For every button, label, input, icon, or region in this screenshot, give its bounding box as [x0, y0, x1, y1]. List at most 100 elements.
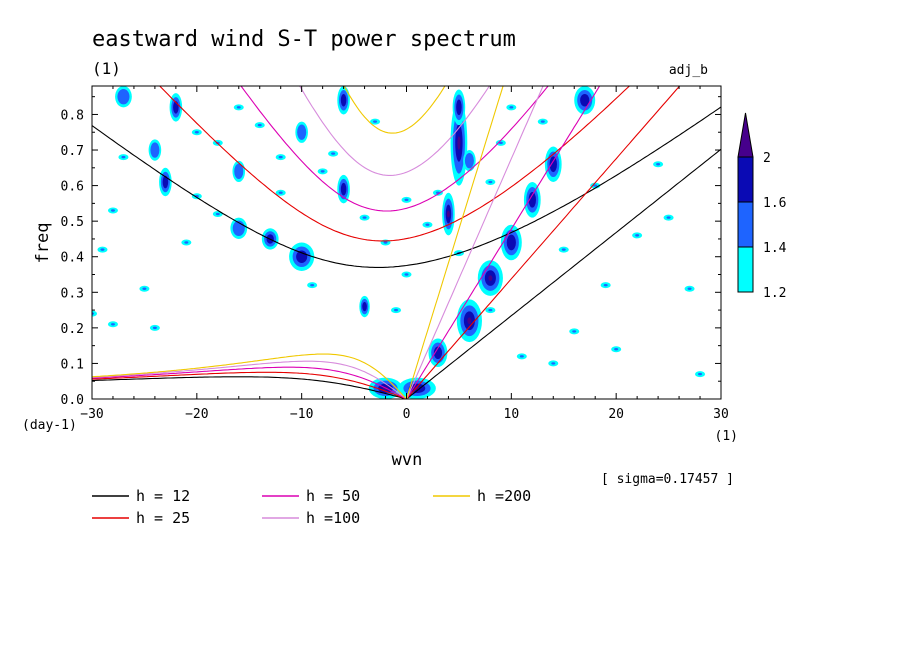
colorbar-label: 1.6	[763, 196, 786, 211]
x-tick-label: 30	[713, 407, 729, 422]
dispersion-curve-set	[92, 86, 601, 399]
contour-speckle-core	[614, 348, 619, 351]
contour-speckle-core	[310, 283, 315, 287]
contour-speckle-core	[215, 212, 220, 216]
contour-speckle-core	[121, 155, 126, 159]
y-axis-label: freq	[33, 223, 53, 264]
contour-blob	[523, 182, 541, 218]
contour-speckle-core	[593, 184, 598, 187]
y-tick-label: 0.3	[61, 286, 84, 301]
contour-speckle-core	[698, 372, 703, 376]
contour-speckle-core	[488, 180, 493, 184]
axis-ticks: −30 −20 −10 0 10 20 30 0.0 0.1 0.2 0.3 0.4 0.5 0.6 0.7…	[61, 86, 729, 422]
kelvin-curve	[405, 86, 544, 399]
contour-blob	[337, 86, 350, 115]
contour-level-3	[456, 99, 462, 116]
contour-speckle-core	[540, 120, 545, 123]
contour-blob	[544, 146, 562, 183]
contour-speckle-core	[394, 308, 399, 312]
contour-speckle-core	[666, 216, 671, 219]
contour-speckle-core	[236, 106, 241, 109]
y-tick-label: 0.6	[61, 180, 84, 195]
contour-blob	[148, 139, 162, 161]
contour-blob	[450, 100, 468, 186]
y-tick-label: 0.8	[61, 108, 84, 123]
contour-level-3	[162, 175, 169, 189]
chart-title: eastward wind S-T power spectrum	[92, 27, 516, 52]
contour-speckle-core	[110, 323, 115, 326]
contour-speckle-core	[656, 163, 661, 166]
contour-blob	[452, 89, 466, 126]
x-tick-label: −30	[80, 407, 103, 422]
contour-blob	[295, 121, 308, 143]
dispersion-curve-set	[92, 86, 544, 399]
legend-label: h = 25	[136, 509, 190, 527]
contour-level-3	[340, 182, 347, 196]
contour-speckle-core	[519, 355, 524, 358]
y-tick-label: 0.2	[61, 322, 84, 337]
dispersion-curve-set	[92, 106, 721, 399]
colorbar-label: 2	[763, 151, 771, 166]
rossby-curve	[92, 366, 407, 399]
contour-speckle	[92, 310, 97, 317]
contour-speckle-core	[257, 123, 262, 127]
dispersion-curve-set	[92, 86, 681, 399]
contour-level-3	[506, 234, 516, 251]
contour-speckle-core	[373, 120, 378, 123]
x-tick-label: 20	[608, 407, 624, 422]
legend-label: h = 50	[306, 487, 360, 505]
contour-speckle-core	[331, 152, 336, 155]
kelvin-curve	[405, 86, 504, 399]
dispersion-curve-set	[92, 86, 504, 399]
dispersion-curves	[92, 86, 721, 399]
contour-blob	[463, 150, 476, 172]
wig-curve	[343, 86, 446, 134]
contour-level-3	[362, 301, 367, 312]
y-tick-label: 0.0	[61, 393, 84, 408]
contour-blob	[230, 217, 248, 239]
contour-blob	[115, 86, 132, 108]
rossby-curve	[92, 376, 407, 399]
contour-level-2	[234, 163, 244, 180]
contour-speckle-core	[687, 287, 692, 290]
contour-level-3	[549, 156, 557, 173]
colorbar: 1.2 1.4 1.6 2	[737, 112, 787, 301]
chart-subtitle-left: (1)	[92, 59, 121, 78]
contour-blob	[442, 192, 455, 236]
x-unit-label: (1)	[715, 429, 738, 444]
colorbar-label: 1.4	[763, 241, 787, 256]
contour-level-2	[464, 153, 474, 169]
contour-speckle-core	[404, 273, 409, 276]
wig-curve	[299, 86, 491, 176]
contour-speckle-core	[100, 248, 105, 251]
contour-speckle-core	[320, 170, 325, 173]
contour-level-3	[433, 346, 443, 360]
y-unit-label: (day-1)	[22, 418, 77, 433]
contour-speckle-core	[142, 287, 147, 290]
kelvin-curve	[406, 86, 681, 399]
contour-level-2	[117, 88, 130, 105]
contour-blob	[574, 86, 596, 115]
contour-speckle-core	[278, 155, 283, 159]
contour-blob	[477, 260, 503, 296]
contour-speckle-core	[635, 234, 640, 237]
contour-blob	[428, 338, 448, 367]
y-tick-label: 0.7	[61, 144, 84, 159]
y-tick-label: 0.1	[61, 357, 84, 372]
contour-speckle-core	[383, 241, 388, 244]
contour-blob	[232, 160, 246, 183]
contour-level-4	[488, 275, 493, 281]
legend-label: h =200	[477, 487, 531, 505]
contour-speckle-core	[110, 209, 115, 212]
contour-level-3	[340, 93, 347, 107]
contour-level-2	[297, 124, 307, 140]
contour-level-3	[528, 191, 536, 208]
x-tick-label: 0	[403, 407, 411, 422]
contour-speckle-core	[194, 131, 199, 134]
contour-speckle-core	[498, 141, 503, 145]
x-tick-label: −20	[185, 407, 208, 422]
sigma-annotation: [ sigma=0.17457 ]	[601, 472, 734, 487]
contour-level-4	[457, 136, 461, 150]
contour-level-4	[467, 317, 472, 325]
